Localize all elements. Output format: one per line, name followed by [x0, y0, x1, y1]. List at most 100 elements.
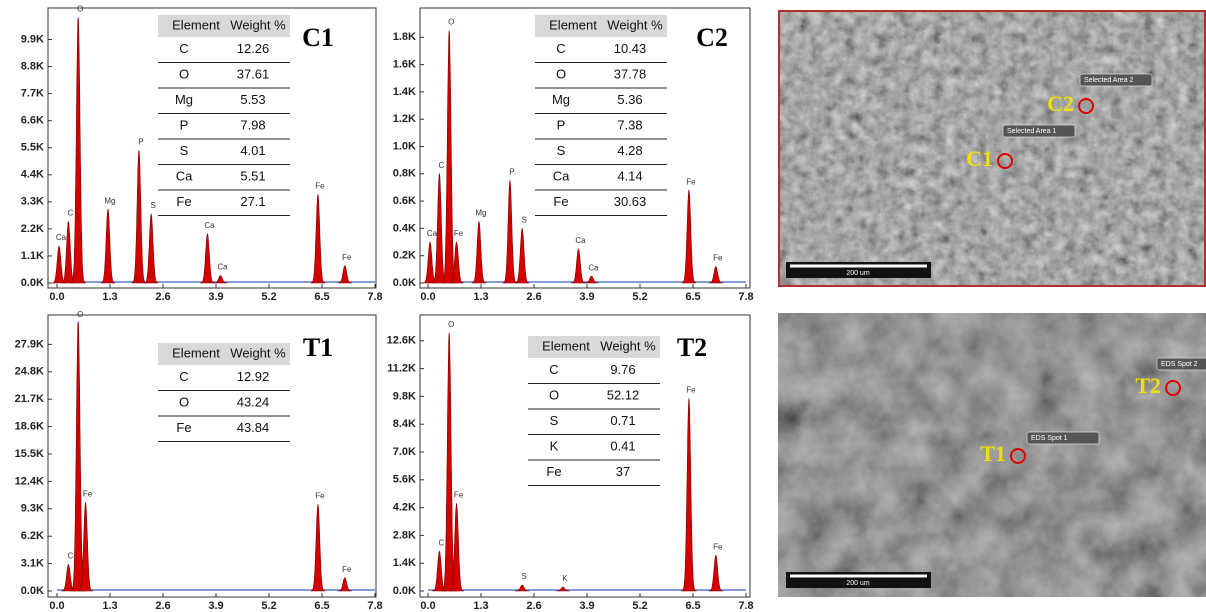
peak-label: Fe	[686, 386, 696, 395]
marker-label: C1	[966, 146, 993, 171]
table-header: Element	[172, 17, 220, 32]
x-tick-label: 5.2	[261, 600, 276, 612]
table-header: Weight %	[230, 17, 286, 32]
peak-label: Fe	[83, 490, 93, 499]
marker	[997, 153, 1013, 169]
y-tick-label: 0.4K	[393, 222, 416, 234]
table-header-bg	[528, 336, 660, 358]
y-tick-label: 1.6K	[393, 59, 416, 71]
x-tick-label: 1.3	[473, 291, 488, 303]
table-cell: Ca	[176, 169, 193, 184]
table-cell: 0.71	[610, 413, 635, 428]
y-tick-label: 11.2K	[387, 363, 416, 375]
y-tick-label: 6.2K	[21, 530, 44, 542]
peak	[681, 398, 697, 592]
peak	[143, 213, 159, 284]
marker-tag: Selected Area 2	[1084, 77, 1134, 84]
y-tick-label: 3.1K	[21, 558, 44, 570]
table-header-bg	[158, 343, 290, 365]
y-tick-label: 1.8K	[393, 31, 416, 43]
y-tick-label: 8.8K	[21, 60, 44, 72]
peak-label: Ca	[217, 263, 228, 272]
x-tick-label: 0.0	[420, 600, 435, 612]
x-tick-label: 5.2	[632, 600, 647, 612]
y-tick-label: 0.0K	[393, 277, 416, 289]
x-tick-label: 0.0	[49, 600, 64, 612]
table-cell: 10.43	[614, 41, 647, 56]
peak	[449, 502, 464, 592]
table-header: Element	[542, 338, 590, 353]
table-header: Weight %	[600, 338, 656, 353]
table-cell: 43.24	[237, 395, 270, 410]
peak	[571, 248, 586, 284]
table-cell: Fe	[176, 194, 191, 209]
peak	[708, 266, 724, 284]
peak-label: O	[77, 4, 83, 13]
x-tick-label: 6.5	[685, 600, 700, 612]
x-tick-label: 6.5	[685, 291, 700, 303]
peak-label: Fe	[315, 182, 325, 191]
table-cell: 7.38	[617, 118, 642, 133]
table-cell: 37.61	[237, 67, 270, 82]
peak	[213, 275, 228, 284]
peak-label: S	[522, 216, 527, 225]
y-tick-label: 0.8K	[393, 168, 416, 180]
sem-texture	[778, 313, 1206, 597]
table-cell: Ca	[553, 169, 570, 184]
peak-label: C	[68, 552, 74, 561]
x-tick-label: 7.8	[367, 291, 382, 303]
peak-label: Fe	[342, 565, 352, 574]
peak	[100, 208, 116, 284]
peak	[514, 227, 530, 284]
peak-label: Ca	[427, 229, 438, 238]
table-cell: 30.63	[614, 194, 647, 209]
x-tick-label: 3.9	[579, 600, 594, 612]
panel-label: T1	[303, 333, 333, 362]
y-tick-label: 9.9K	[21, 33, 44, 45]
peak-label: Fe	[713, 254, 723, 263]
table-cell: 27.1	[240, 194, 265, 209]
table-cell: 12.26	[237, 41, 270, 56]
peak-label: Fe	[315, 491, 325, 500]
y-tick-label: 1.4K	[393, 86, 416, 98]
marker-tag-bg	[1079, 73, 1153, 87]
peak	[584, 275, 599, 284]
table-cell: 4.14	[617, 169, 642, 184]
marker-label: C2	[1047, 91, 1074, 116]
plot-frame	[47, 7, 377, 289]
table-cell: 52.12	[607, 388, 640, 403]
marker-tag-bg	[1002, 124, 1076, 138]
panel-label: C2	[696, 23, 728, 52]
table-cell: S	[557, 143, 566, 158]
table-cell: Fe	[553, 194, 568, 209]
marker	[1165, 380, 1181, 396]
table-cell: 0.41	[610, 439, 635, 454]
table-cell: 37.78	[614, 67, 647, 82]
peak-label: Ca	[204, 221, 215, 230]
table-cell: 37	[616, 464, 630, 479]
y-tick-label: 0.0K	[21, 585, 44, 597]
y-tick-label: 27.9K	[15, 338, 44, 350]
x-tick-label: 7.8	[738, 600, 753, 612]
peak-label: Ca	[56, 233, 67, 242]
y-tick-label: 3.3K	[21, 196, 44, 208]
x-tick-label: 2.6	[155, 291, 170, 303]
x-tick-label: 5.2	[261, 291, 276, 303]
scale-bar-label: 200 um	[846, 270, 870, 277]
sem-texture	[778, 10, 1206, 287]
marker-tag: EDS Spot 1	[1031, 435, 1068, 442]
y-tick-label: 1.2K	[393, 113, 416, 125]
x-tick-label: 5.2	[632, 291, 647, 303]
scale-bar-label: 200 um	[846, 580, 870, 587]
table-cell: C	[179, 41, 188, 56]
plot-frame	[419, 314, 751, 598]
peak-label: O	[77, 310, 83, 319]
peak-label: Mg	[104, 196, 115, 205]
panel-label: C1	[302, 23, 334, 52]
x-tick-label: 2.6	[155, 600, 170, 612]
y-tick-label: 8.4K	[393, 418, 416, 430]
peak-label: K	[562, 574, 568, 583]
peak-label: C	[68, 209, 74, 218]
table-cell: Mg	[175, 92, 193, 107]
y-tick-label: 12.6K	[387, 335, 416, 347]
